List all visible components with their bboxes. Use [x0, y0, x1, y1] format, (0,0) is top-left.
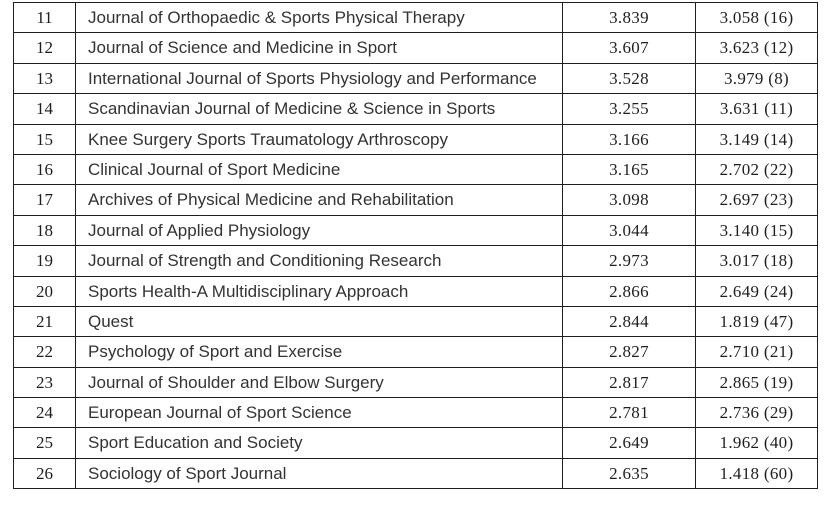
if-with-rank-cell: 2.649 (24)	[695, 275, 818, 307]
journal-ranking-table: 11 Journal of Orthopaedic & Sports Physi…	[13, 1, 818, 490]
if-with-rank-cell: 2.736 (29)	[695, 397, 818, 429]
table-row: 15 Knee Surgery Sports Traumatology Arth…	[13, 123, 818, 155]
journal-name-cell: Sport Education and Society	[75, 427, 563, 459]
rank-cell: 22	[13, 336, 76, 368]
impact-factor-cell: 2.781	[562, 397, 696, 429]
rank-cell: 25	[13, 427, 76, 459]
table-row: 25 Sport Education and Society 2.649 1.9…	[13, 427, 818, 459]
journal-name-cell: Journal of Shoulder and Elbow Surgery	[75, 366, 563, 399]
table-row: 24 European Journal of Sport Science 2.7…	[13, 397, 818, 429]
if-with-rank-cell: 3.623 (12)	[695, 32, 818, 64]
if-with-rank-cell: 2.865 (19)	[695, 366, 818, 399]
journal-name-cell: Journal of Applied Physiology	[75, 214, 563, 247]
impact-factor-cell: 3.166	[562, 123, 696, 155]
table-row: 21 Quest 2.844 1.819 (47)	[13, 305, 818, 338]
if-with-rank-cell: 1.418 (60)	[695, 457, 818, 490]
journal-name-cell: Knee Surgery Sports Traumatology Arthros…	[75, 123, 563, 155]
rank-cell: 18	[13, 214, 76, 247]
if-with-rank-cell: 3.140 (15)	[695, 214, 818, 247]
impact-factor-cell: 3.607	[562, 32, 696, 64]
journal-name-cell: Quest	[75, 305, 563, 338]
rank-cell: 26	[13, 457, 76, 490]
impact-factor-cell: 2.635	[562, 457, 696, 490]
impact-factor-cell: 2.827	[562, 336, 696, 368]
table-row: 26 Sociology of Sport Journal 2.635 1.41…	[13, 457, 818, 490]
impact-factor-cell: 3.165	[562, 153, 696, 186]
journal-name-cell: Journal of Strength and Conditioning Res…	[75, 245, 563, 277]
table-row: 23 Journal of Shoulder and Elbow Surgery…	[13, 366, 818, 399]
if-with-rank-cell: 1.962 (40)	[695, 427, 818, 459]
journal-ranking-table-body: 11 Journal of Orthopaedic & Sports Physi…	[13, 1, 818, 490]
journal-name-cell: Scandinavian Journal of Medicine & Scien…	[75, 93, 563, 125]
rank-cell: 20	[13, 275, 76, 307]
journal-name-cell: Sports Health-A Multidisciplinary Approa…	[75, 275, 563, 307]
rank-cell: 23	[13, 366, 76, 399]
if-with-rank-cell: 3.058 (16)	[695, 1, 818, 34]
rank-cell: 11	[13, 1, 76, 34]
impact-factor-cell: 2.844	[562, 305, 696, 338]
rank-cell: 14	[13, 93, 76, 125]
rank-cell: 17	[13, 184, 76, 216]
table-row: 11 Journal of Orthopaedic & Sports Physi…	[13, 1, 818, 34]
if-with-rank-cell: 3.017 (18)	[695, 245, 818, 277]
table-row: 17 Archives of Physical Medicine and Reh…	[13, 184, 818, 216]
impact-factor-cell: 2.817	[562, 366, 696, 399]
table-row: 13 International Journal of Sports Physi…	[13, 62, 818, 95]
impact-factor-cell: 3.839	[562, 1, 696, 34]
if-with-rank-cell: 2.710 (21)	[695, 336, 818, 368]
impact-factor-cell: 2.973	[562, 245, 696, 277]
journal-name-cell: Archives of Physical Medicine and Rehabi…	[75, 184, 563, 216]
table-row: 18 Journal of Applied Physiology 3.044 3…	[13, 214, 818, 247]
rank-cell: 15	[13, 123, 76, 155]
table-row: 20 Sports Health-A Multidisciplinary App…	[13, 275, 818, 307]
impact-factor-cell: 2.649	[562, 427, 696, 459]
table-row: 19 Journal of Strength and Conditioning …	[13, 245, 818, 277]
impact-factor-cell: 3.255	[562, 93, 696, 125]
rank-cell: 12	[13, 32, 76, 64]
impact-factor-cell: 3.044	[562, 214, 696, 247]
journal-name-cell: European Journal of Sport Science	[75, 397, 563, 429]
journal-name-cell: Clinical Journal of Sport Medicine	[75, 153, 563, 186]
rank-cell: 13	[13, 62, 76, 95]
rank-cell: 19	[13, 245, 76, 277]
if-with-rank-cell: 2.697 (23)	[695, 184, 818, 216]
table-row: 16 Clinical Journal of Sport Medicine 3.…	[13, 153, 818, 186]
rank-cell: 24	[13, 397, 76, 429]
journal-name-cell: Journal of Orthopaedic & Sports Physical…	[75, 1, 563, 34]
journal-name-cell: International Journal of Sports Physiolo…	[75, 62, 563, 95]
rank-cell: 21	[13, 305, 76, 338]
table-row: 14 Scandinavian Journal of Medicine & Sc…	[13, 93, 818, 125]
if-with-rank-cell: 1.819 (47)	[695, 305, 818, 338]
table-row: 12 Journal of Science and Medicine in Sp…	[13, 32, 818, 64]
rank-cell: 16	[13, 153, 76, 186]
impact-factor-cell: 3.098	[562, 184, 696, 216]
impact-factor-cell: 3.528	[562, 62, 696, 95]
table-row: 22 Psychology of Sport and Exercise 2.82…	[13, 336, 818, 368]
if-with-rank-cell: 2.702 (22)	[695, 153, 818, 186]
impact-factor-cell: 2.866	[562, 275, 696, 307]
journal-name-cell: Psychology of Sport and Exercise	[75, 336, 563, 368]
journal-name-cell: Journal of Science and Medicine in Sport	[75, 32, 563, 64]
if-with-rank-cell: 3.979 (8)	[695, 62, 818, 95]
journal-name-cell: Sociology of Sport Journal	[75, 457, 563, 490]
if-with-rank-cell: 3.631 (11)	[695, 93, 818, 125]
if-with-rank-cell: 3.149 (14)	[695, 123, 818, 155]
